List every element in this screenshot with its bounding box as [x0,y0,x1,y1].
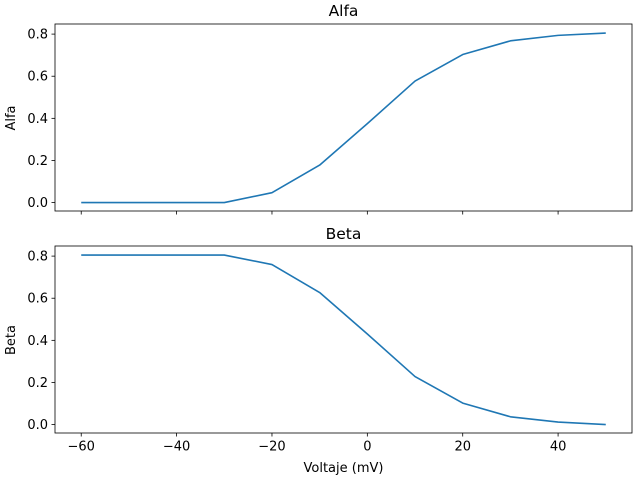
beta-series-line [81,254,606,426]
alfa-y-tick-label: 0.2 [27,154,48,169]
beta-y-tick-label: 0.0 [27,418,48,433]
alfa-plot-area [81,32,606,204]
beta-y-tick-label: 0.4 [27,334,48,349]
beta-y-tick-label: 0.6 [27,292,48,307]
beta-axes-frame [54,245,633,434]
alfa-y-tick-label: 0.4 [27,112,48,127]
beta-plot-area [81,254,606,426]
alfa-subplot: Alfa Alfa 0.0 0.2 0.4 0.6 0.8 [4,2,633,215]
alfa-title: Alfa [329,2,359,20]
alfa-series-line [81,32,606,204]
alfa-axes-frame [54,23,633,212]
beta-y-tick-label: 0.8 [27,250,48,265]
beta-x-tick-label: 0 [363,440,371,455]
beta-y-tick-label: 0.2 [27,376,48,391]
x-axis-label: Voltaje (mV) [304,461,384,476]
beta-title: Beta [326,225,362,243]
beta-x-tick-label: −20 [258,440,285,455]
beta-x-tick-label: 20 [454,440,471,455]
beta-x-tick-label: 40 [550,440,567,455]
beta-x-tick-label: −40 [163,440,190,455]
beta-y-axis-label: Beta [4,325,19,355]
alfa-y-tick-label: 0.8 [27,28,48,43]
beta-x-tick-label: −60 [68,440,95,455]
beta-subplot: Beta Beta Voltaje (mV) −60 −40 −20 0 20 40 0.0… [4,225,633,476]
alfa-y-tick-label: 0.0 [27,196,48,211]
alfa-y-axis-label: Alfa [4,105,19,130]
alfa-y-tick-label: 0.6 [27,70,48,85]
